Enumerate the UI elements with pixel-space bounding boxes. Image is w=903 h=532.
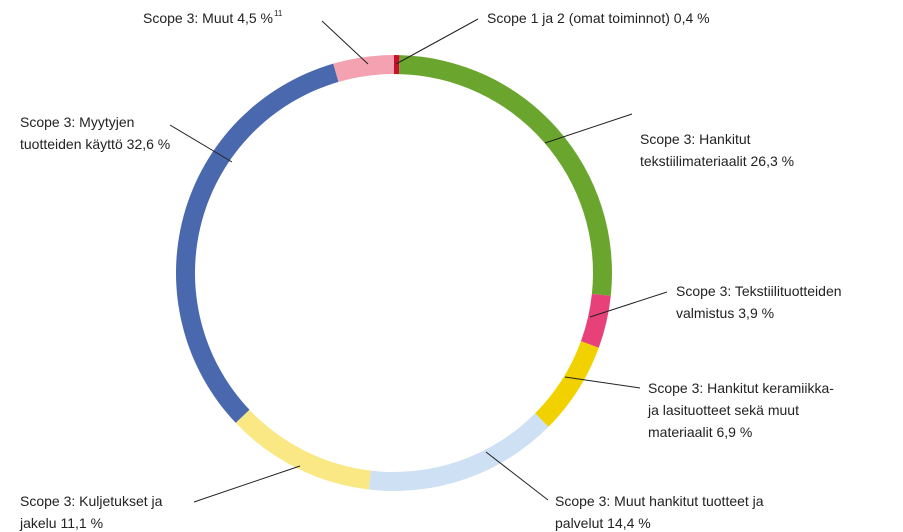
- donut-segment: [235, 409, 371, 490]
- leader-line: [589, 291, 668, 318]
- footnote-marker: 11: [274, 9, 283, 18]
- donut-segment: [398, 55, 612, 296]
- value-label: 6,9 %: [716, 424, 753, 440]
- segment-label: Scope 3: Myytyjen tuotteiden käyttö 32,6 …: [20, 111, 180, 155]
- value-label: 14,4 %: [607, 515, 651, 531]
- leader-line: [544, 113, 633, 144]
- value-label: 26,3 %: [750, 153, 795, 169]
- segment-label: Scope 3: Hankitut keramiikka- ja lasituo…: [648, 377, 848, 443]
- category-name: Scope 3: Tekstiilituotteiden valmistus: [676, 283, 842, 321]
- donut-segment: [333, 55, 394, 82]
- donut-segment: [176, 63, 339, 423]
- segment-label: Scope 3: Muut 4,5 %11: [143, 7, 343, 29]
- segment-label: Scope 3: Kuljetukset ja jakelu 11,1 %: [20, 490, 210, 532]
- category-name: Scope 3: Kuljetukset ja jakelu: [20, 493, 163, 531]
- value-label: 11,1 %: [60, 515, 104, 531]
- value-label: 0,4 %: [673, 10, 710, 26]
- donut-segment: [394, 55, 400, 75]
- donut-segment: [368, 413, 549, 491]
- value-label: 3,9 %: [738, 305, 775, 321]
- category-name: Scope 3: Hankitut tekstiilimateriaalit: [640, 131, 751, 169]
- leader-line: [395, 18, 479, 65]
- value-label: 32,6 %: [126, 136, 171, 152]
- category-name: Scope 3: Muut hankitut tuotteet ja palve…: [555, 493, 764, 531]
- category-name: Scope 3: Myytyjen tuotteiden käyttö: [20, 114, 135, 152]
- segment-label: Scope 3: Tekstiilituotteiden valmistus 3,…: [676, 280, 896, 324]
- category-name: Scope 3: Hankitut keramiikka- ja lasituo…: [648, 380, 834, 440]
- segment-label: Scope 3: Muut hankitut tuotteet ja palve…: [555, 490, 835, 532]
- category-name: Scope 1 ja 2 (omat toiminnot): [487, 10, 670, 26]
- value-label: 4,5 %: [237, 10, 273, 26]
- donut-segment: [580, 293, 611, 348]
- leader-line: [169, 124, 233, 163]
- leader-line: [321, 20, 369, 65]
- leader-line: [564, 376, 641, 389]
- donut-segment: [535, 341, 599, 427]
- segment-label: Scope 3: Hankitut tekstiilimateriaalit 26…: [640, 128, 840, 172]
- segment-label: Scope 1 ja 2 (omat toiminnot) 0,4 %: [487, 7, 807, 29]
- leader-line: [193, 465, 301, 503]
- category-name: Scope 3: Muut: [143, 10, 234, 26]
- leader-line: [485, 451, 549, 501]
